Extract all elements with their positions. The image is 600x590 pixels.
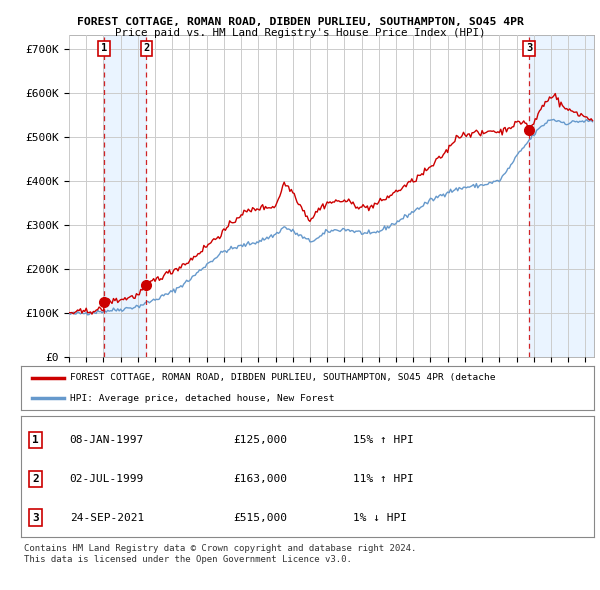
Text: 3: 3: [526, 43, 532, 53]
Text: £125,000: £125,000: [233, 435, 287, 445]
Text: 2: 2: [32, 474, 39, 484]
Text: 08-JAN-1997: 08-JAN-1997: [70, 435, 144, 445]
Text: 3: 3: [32, 513, 39, 523]
Text: HPI: Average price, detached house, New Forest: HPI: Average price, detached house, New …: [70, 394, 334, 402]
Text: FOREST COTTAGE, ROMAN ROAD, DIBDEN PURLIEU, SOUTHAMPTON, SO45 4PR: FOREST COTTAGE, ROMAN ROAD, DIBDEN PURLI…: [77, 17, 523, 27]
Text: £163,000: £163,000: [233, 474, 287, 484]
Text: £515,000: £515,000: [233, 513, 287, 523]
Text: 02-JUL-1999: 02-JUL-1999: [70, 474, 144, 484]
Text: 11% ↑ HPI: 11% ↑ HPI: [353, 474, 414, 484]
Text: 2: 2: [143, 43, 149, 53]
Text: FOREST COTTAGE, ROMAN ROAD, DIBDEN PURLIEU, SOUTHAMPTON, SO45 4PR (detache: FOREST COTTAGE, ROMAN ROAD, DIBDEN PURLI…: [70, 373, 495, 382]
Text: 1: 1: [32, 435, 39, 445]
Bar: [104, 35, 146, 357]
Text: 1% ↓ HPI: 1% ↓ HPI: [353, 513, 407, 523]
Text: Price paid vs. HM Land Registry's House Price Index (HPI): Price paid vs. HM Land Registry's House …: [115, 28, 485, 38]
Bar: [529, 35, 594, 357]
Text: Contains HM Land Registry data © Crown copyright and database right 2024.: Contains HM Land Registry data © Crown c…: [24, 544, 416, 553]
Text: 1: 1: [101, 43, 107, 53]
Text: 24-SEP-2021: 24-SEP-2021: [70, 513, 144, 523]
Text: 15% ↑ HPI: 15% ↑ HPI: [353, 435, 414, 445]
Text: This data is licensed under the Open Government Licence v3.0.: This data is licensed under the Open Gov…: [24, 555, 352, 563]
